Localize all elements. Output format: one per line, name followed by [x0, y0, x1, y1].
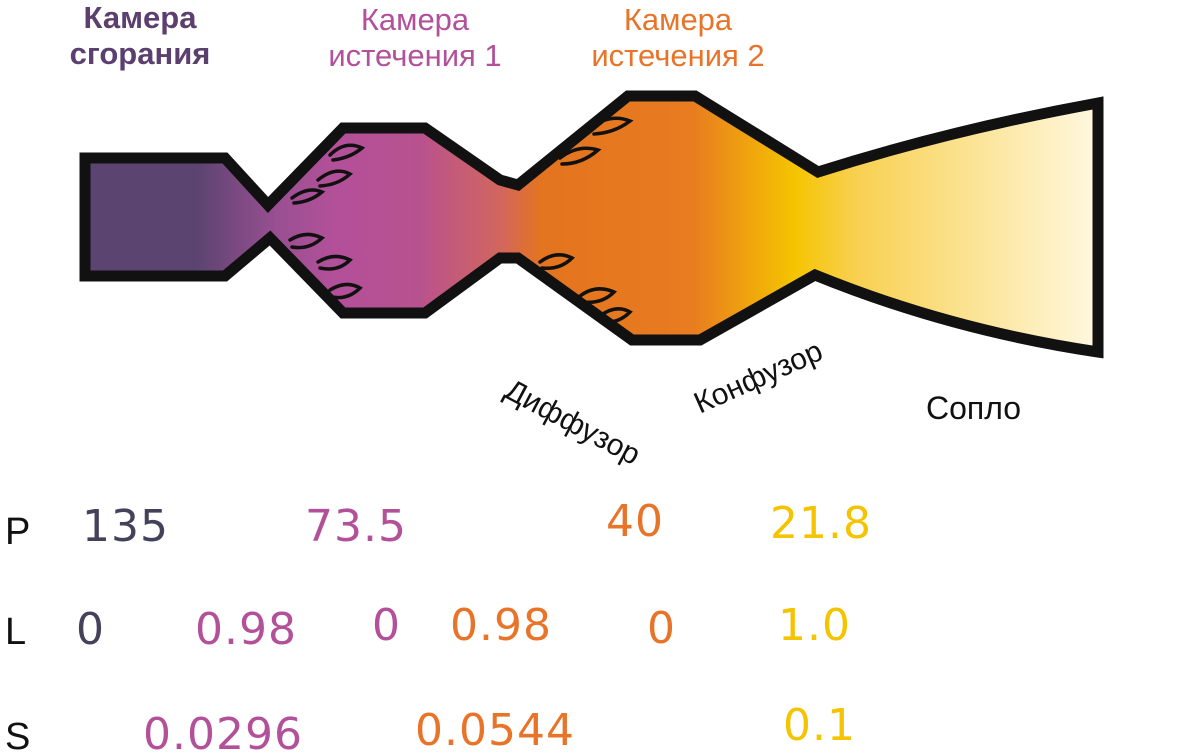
label-nozzle: Сопло: [926, 390, 1022, 426]
l-value: 0.98: [450, 600, 552, 651]
swirl: [578, 287, 618, 305]
row-label-p: P: [5, 511, 31, 553]
title-combustion-chamber: Камера сгорания: [55, 0, 225, 72]
swirl: [328, 282, 363, 300]
s-value: 0.0544: [415, 705, 575, 756]
swirl: [588, 116, 634, 136]
title-line: Камера: [360, 2, 470, 37]
title-line: Камера: [623, 2, 733, 37]
vortex-swirls: [288, 116, 634, 325]
l-value: 1.0: [778, 600, 851, 651]
row-label-s: S: [5, 716, 31, 756]
swirl: [598, 307, 633, 325]
l-value: 0: [647, 603, 676, 654]
title-line: Камера: [83, 0, 197, 35]
row-label-l: L: [5, 611, 27, 653]
l-value: 0.98: [195, 604, 297, 655]
p-value: 40: [606, 496, 664, 547]
p-value: 73.5: [305, 501, 407, 552]
swirl: [558, 146, 602, 166]
l-value: 0: [372, 600, 401, 651]
s-value: 0.1: [783, 700, 856, 751]
flow-channel: [79, 90, 1104, 359]
l-value: 0: [76, 604, 105, 655]
swirl: [328, 143, 366, 162]
swirl: [316, 254, 353, 271]
swirl: [316, 169, 354, 188]
swirl: [288, 232, 326, 250]
swirl: [538, 253, 575, 271]
title-line: истечения 1: [328, 38, 502, 73]
title-outflow-chamber-2: Камера истечения 2: [563, 2, 793, 74]
s-value: 0.0296: [143, 709, 303, 756]
title-line: истечения 2: [591, 38, 765, 73]
swirl: [290, 188, 326, 205]
title-line: сгорания: [69, 36, 211, 71]
title-outflow-chamber-1: Камера истечения 1: [300, 2, 530, 74]
p-value: 21.8: [770, 498, 872, 549]
p-value: 135: [82, 501, 169, 552]
